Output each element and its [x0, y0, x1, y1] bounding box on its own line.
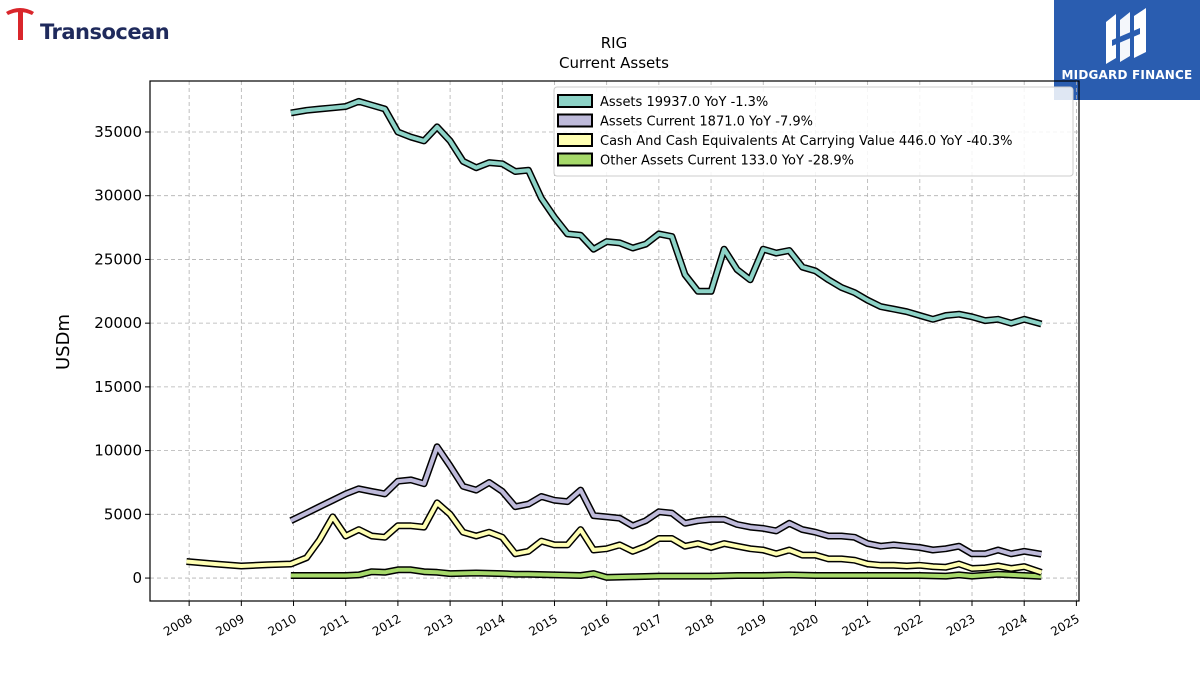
x-tick-label: 2015: [527, 611, 560, 638]
midgard-brand-text: MIDGARD FINANCE: [1061, 68, 1193, 82]
series-line-assets-current: [290, 444, 1042, 557]
y-tick-label: 20000: [94, 314, 142, 332]
chart-subtitle: Current Assets: [559, 54, 669, 72]
y-tick-label: 25000: [94, 250, 142, 268]
y-tick-label: 15000: [94, 378, 142, 396]
series-line-cash: [186, 500, 1043, 575]
legend: Assets 19937.0 YoY -1.3% Assets Current 1…: [553, 86, 1074, 177]
y-tick-label: 5000: [104, 505, 142, 523]
legend-swatch-cash: [557, 133, 593, 147]
x-tick-label: 2008: [161, 611, 194, 638]
plot-frame: [149, 80, 1080, 602]
x-tick-label: 2011: [318, 611, 351, 638]
legend-swatch-assets-current: [557, 113, 593, 128]
midgard-mark-icon: [1106, 8, 1146, 64]
legend-label-assets-current: Assets Current 1871.0 YoY -7.9%: [600, 115, 813, 130]
x-tick-label: 2020: [787, 611, 820, 638]
x-tick-label: 2025: [1048, 611, 1081, 638]
series-line-assets: [290, 99, 1042, 326]
transocean-brand-text: Transocean: [40, 20, 170, 44]
legend-label-assets: Assets 19937.0 YoY -1.3%: [600, 95, 768, 110]
x-tick-label: 2010: [266, 611, 299, 638]
x-tick-label: 2024: [996, 611, 1029, 638]
x-tick-label: 2017: [631, 611, 664, 638]
series-outline-cash: [186, 499, 1043, 576]
axis-ticks: 0 5000 10000 15000 20000 25000 30000 35000 2008 2…: [94, 123, 1082, 639]
series-line-other: [290, 567, 1042, 580]
x-tick-label: 2023: [944, 611, 977, 638]
midgard-finance-logo: MIDGARD FINANCE: [1054, 0, 1200, 100]
y-tick-label: 0: [132, 569, 142, 587]
legend-label-cash: Cash And Cash Equivalents At Carrying Va…: [600, 134, 1012, 149]
x-tick-label: 2022: [892, 611, 925, 638]
series-lines: [186, 97, 1043, 581]
x-tick-label: 2019: [735, 611, 768, 638]
legend-label-other: Other Assets Current 133.0 YoY -28.9%: [600, 154, 854, 169]
y-axis-label: USDm: [53, 314, 74, 370]
x-tick-label: 2012: [370, 611, 403, 638]
legend-box: [553, 86, 1074, 177]
x-tick-label: 2009: [213, 611, 246, 638]
y-tick-label: 35000: [94, 123, 142, 141]
x-tick-label: 2016: [579, 611, 612, 638]
legend-swatch-other: [557, 152, 593, 167]
x-tick-label: 2021: [840, 611, 873, 638]
chart-title: RIG: [601, 34, 627, 52]
x-tick-label: 2013: [422, 611, 455, 638]
x-tick-label: 2018: [683, 611, 716, 638]
y-tick-label: 10000: [94, 442, 142, 460]
y-tick-label: 30000: [94, 187, 142, 205]
transocean-logo: Transocean: [4, 4, 204, 48]
transocean-mark-icon: [6, 8, 34, 40]
legend-swatch-assets: [557, 94, 593, 108]
x-tick-label: 2014: [474, 611, 507, 638]
